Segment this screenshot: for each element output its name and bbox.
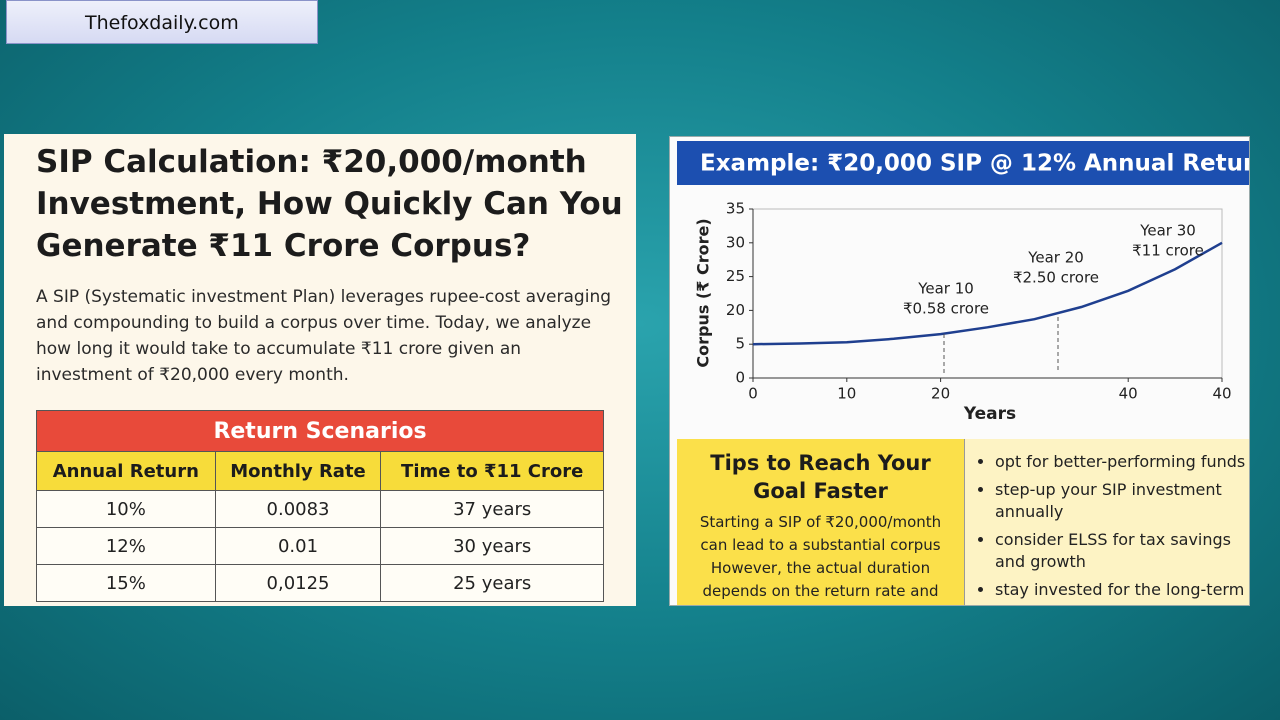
tips-body: Starting a SIP of ₹20,000/month <box>699 513 942 531</box>
tip-line: stay invested for the long-term <box>995 580 1245 599</box>
annotation-text: Year 30 <box>1139 222 1196 240</box>
tip-item: step-up your SIP investment annually <box>995 479 1249 523</box>
y-axis-label: Corpus (₹ Crore) <box>694 218 713 367</box>
annotation-text: ₹0.58 crore <box>903 300 989 318</box>
table-cell: 12% <box>36 527 216 565</box>
column-header: Monthly Rate <box>214 451 382 491</box>
annotation-text: Year 10 <box>917 280 974 298</box>
tip-line: and growth <box>995 552 1086 571</box>
article-panel: SIP Calculation: ₹20,000/month Investmen… <box>4 134 636 606</box>
tips-body: can lead to a substantial corpus <box>700 536 941 554</box>
table-row: 10% 0.0083 37 years <box>36 490 604 528</box>
annotation-text: ₹2.50 crore <box>1013 269 1099 287</box>
data-line <box>752 241 1223 346</box>
x-tick-label: 20 <box>931 385 950 403</box>
x-tick-label: 40 <box>1119 385 1138 403</box>
title-line: Investment, How Quickly Can You <box>36 186 623 222</box>
body-line: and compounding to build a corpus over t… <box>36 313 592 333</box>
x-tick-label: 0 <box>748 385 758 403</box>
table-cell: 0.01 <box>214 527 382 565</box>
tips-list: opt for better-performing funds step-up y… <box>965 451 1249 601</box>
annotation-text: Year 20 <box>1027 249 1084 267</box>
annotation-text: ₹11 crore <box>1132 242 1204 260</box>
chart-panel: Example: ₹20,000 SIP @ 12% Annual Return… <box>669 136 1250 606</box>
site-label: Thefoxdaily.com <box>6 0 318 44</box>
y-tick-label: 20 <box>726 301 745 319</box>
body-line: how long it would take to accumulate ₹11… <box>36 339 522 359</box>
table-title: Return Scenarios <box>36 410 604 452</box>
y-tick-label: 30 <box>726 233 745 251</box>
tips-title: Tips to Reach Your <box>710 451 931 475</box>
header-row: Annual Return Monthly Rate Time to ₹11 Cro… <box>36 451 604 491</box>
table-cell: 37 years <box>380 490 604 528</box>
table-cell: 25 years <box>380 564 604 602</box>
tip-item: consider ELSS for tax savings and growth <box>995 529 1249 573</box>
tips-list-box: opt for better-performing funds step-up y… <box>964 439 1249 605</box>
chart: Example: ₹20,000 SIP @ 12% Annual Return… <box>677 141 1249 424</box>
table-row: 15% 0,0125 25 years <box>36 564 604 602</box>
table-cell: 0.0083 <box>214 490 382 528</box>
tip-line: annually <box>995 502 1064 521</box>
table-cell: 10% <box>36 490 216 528</box>
body-line: investment of ₹20,000 every month. <box>36 365 349 385</box>
tip-line: consider ELSS for tax savings <box>995 530 1231 549</box>
table-cell: 15% <box>36 564 216 602</box>
title-line: Generate ₹11 Crore Corpus? <box>36 228 531 264</box>
tip-item: opt for better-performing funds <box>995 451 1249 473</box>
column-header: Time to ₹11 Crore <box>380 451 604 491</box>
body-line: A SIP (Systematic investment Plan) lever… <box>36 287 612 307</box>
tips-body: depends on the return rate and <box>702 582 939 600</box>
x-axis-label: Years <box>963 404 1016 424</box>
tips-title: Goal Faster <box>753 479 888 503</box>
tip-item: stay invested for the long-term <box>995 579 1249 601</box>
x-tick-label: 10 <box>837 385 856 403</box>
tips-box: Tips to Reach Your Goal Faster Starting … <box>677 439 964 605</box>
table-row: 12% 0.01 30 years <box>36 527 604 565</box>
table-cell: 0,0125 <box>214 564 382 602</box>
tip-line: opt for better-performing funds <box>995 452 1246 471</box>
column-header: Annual Return <box>36 451 216 491</box>
y-tick-label: 0 <box>735 369 745 387</box>
tip-line: step-up your SIP investment <box>995 480 1222 499</box>
y-tick-label: 25 <box>726 267 745 285</box>
chart-title: Example: ₹20,000 SIP @ 12% Annual Return <box>700 151 1249 177</box>
title-line: SIP Calculation: ₹20,000/month <box>36 144 587 180</box>
x-tick-label: 40 <box>1212 385 1231 403</box>
scenario-table: Return Scenarios Annual Return Monthly Ra… <box>36 410 604 602</box>
y-tick-label: 5 <box>735 335 745 353</box>
table-cell: 30 years <box>380 527 604 565</box>
chart-header <box>677 141 1249 185</box>
tips-body: However, the actual duration <box>710 559 931 577</box>
y-tick-label: 35 <box>726 200 745 218</box>
